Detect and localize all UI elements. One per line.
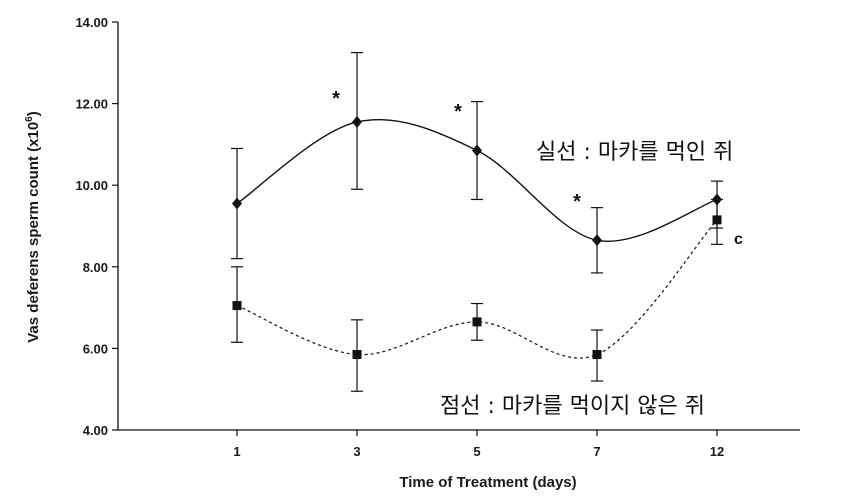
data-point-diamond: [232, 197, 242, 210]
solid-line-annotation: 실선 : 마카를 먹인 쥐: [536, 140, 733, 165]
x-tick-label: 3: [353, 444, 360, 459]
series-2: [231, 198, 723, 392]
y-axis-title: Vas deferens sperm count (x106): [24, 111, 42, 343]
data-point-diamond: [592, 234, 602, 247]
c-label: c: [734, 231, 743, 248]
chart-axes: [117, 22, 800, 431]
dotted-line-annotation: 점선 : 마카를 먹이지 않은 쥐: [440, 394, 705, 419]
y-axis-ticks: 4.00 6.00 8.00 10.00 12.00 14.00: [75, 15, 118, 438]
series-line: [236, 219, 718, 359]
y-tick-label: 8.00: [83, 260, 108, 275]
y-tick-label: 12.00: [75, 97, 108, 112]
data-point-square: [472, 317, 482, 327]
data-point-square: [352, 350, 362, 360]
y-axis-title-superscript: 6: [24, 116, 35, 122]
chart-series: [231, 51, 723, 392]
x-tick-label: 1: [233, 444, 240, 459]
y-tick-label: 14.00: [75, 15, 108, 30]
y-tick-label: 6.00: [83, 341, 108, 356]
significance-star-day-5: *: [454, 101, 462, 123]
x-tick-label: 7: [593, 444, 600, 459]
y-axis-title-main: Vas deferens sperm count (x10: [25, 122, 42, 343]
y-axis-title-suffix: ): [25, 111, 42, 116]
significance-star-day-3: *: [332, 88, 340, 110]
data-point-diamond: [472, 144, 482, 157]
x-axis-ticks: 1 3 5 7 12: [233, 430, 724, 459]
x-axis-title: Time of Treatment (days): [399, 474, 576, 491]
y-tick-label: 4.00: [83, 423, 108, 438]
data-point-square: [592, 350, 602, 360]
x-tick-label: 12: [710, 444, 724, 459]
data-point-diamond: [352, 115, 362, 128]
x-tick-label: 5: [473, 444, 480, 459]
data-point-square: [712, 215, 722, 225]
significance-star-day-7: *: [573, 191, 581, 213]
data-point-square: [232, 301, 242, 311]
y-tick-label: 10.00: [75, 178, 108, 193]
